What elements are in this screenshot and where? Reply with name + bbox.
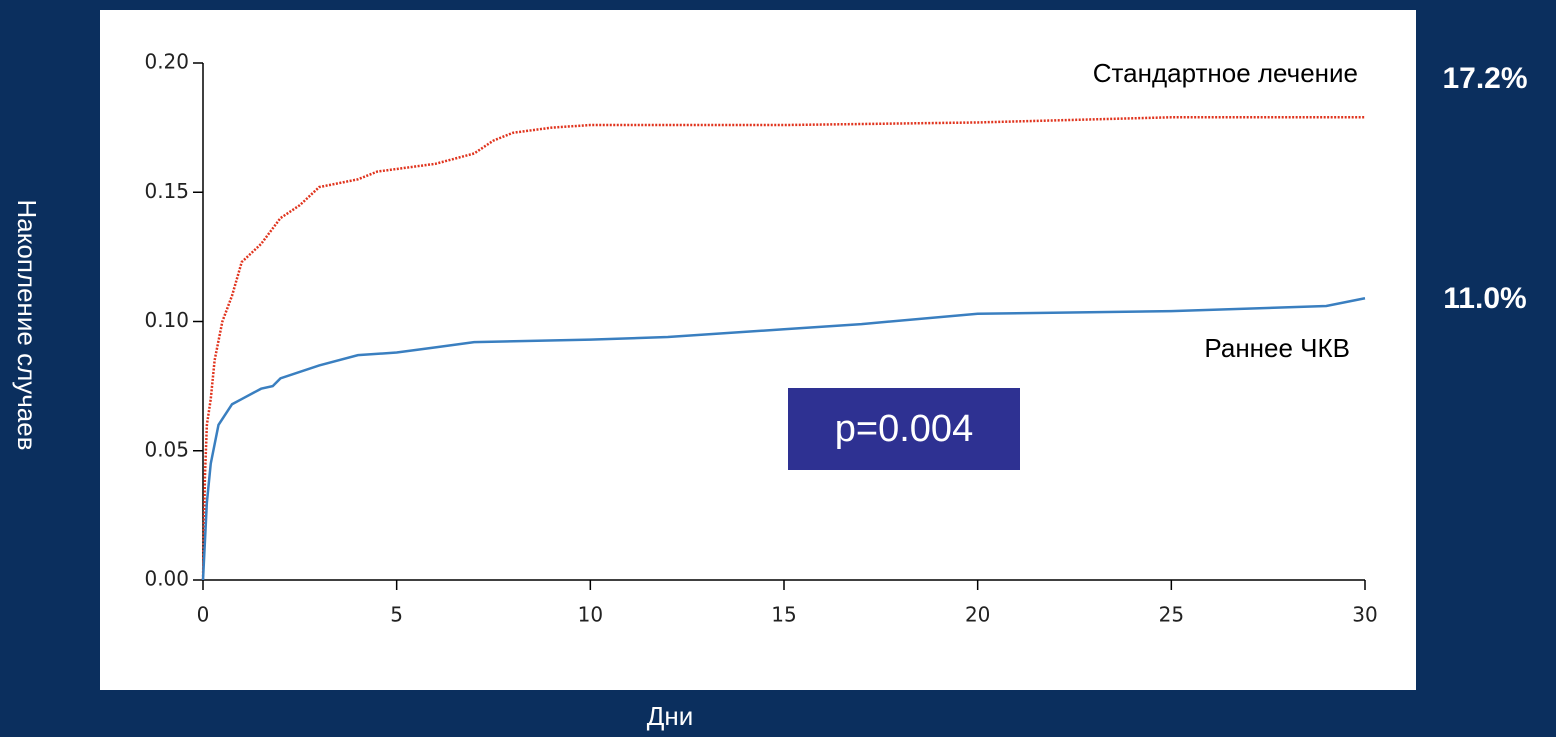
end-annotation: 17.2% bbox=[1442, 62, 1527, 95]
y-tick-label: 0.15 bbox=[144, 179, 189, 203]
x-tick-label: 25 bbox=[1159, 603, 1184, 627]
y-tick-label: 0.05 bbox=[144, 437, 189, 461]
y-tick-label: 0.20 bbox=[144, 50, 189, 74]
p-value: p=0.004 bbox=[835, 408, 973, 450]
end-annotation: 11.0% bbox=[1443, 282, 1526, 315]
series-label: Раннее ЧКВ bbox=[1204, 333, 1350, 363]
x-tick-label: 15 bbox=[771, 603, 796, 627]
x-tick-label: 10 bbox=[578, 603, 603, 627]
plot-panel bbox=[100, 10, 1416, 690]
x-tick-label: 0 bbox=[197, 603, 210, 627]
x-tick-label: 5 bbox=[390, 603, 403, 627]
x-axis-label: Дни bbox=[647, 701, 694, 731]
series-line bbox=[201, 297, 1366, 581]
x-tick-label: 30 bbox=[1352, 603, 1377, 627]
y-tick-label: 0.00 bbox=[144, 567, 189, 591]
x-tick-label: 20 bbox=[965, 603, 990, 627]
series-label: Стандартное лечение bbox=[1093, 58, 1358, 88]
series-line bbox=[201, 116, 1365, 581]
y-tick-label: 0.10 bbox=[144, 308, 189, 332]
y-axis-label: Накопление случаев bbox=[12, 199, 42, 450]
p-value-box bbox=[788, 388, 1020, 470]
